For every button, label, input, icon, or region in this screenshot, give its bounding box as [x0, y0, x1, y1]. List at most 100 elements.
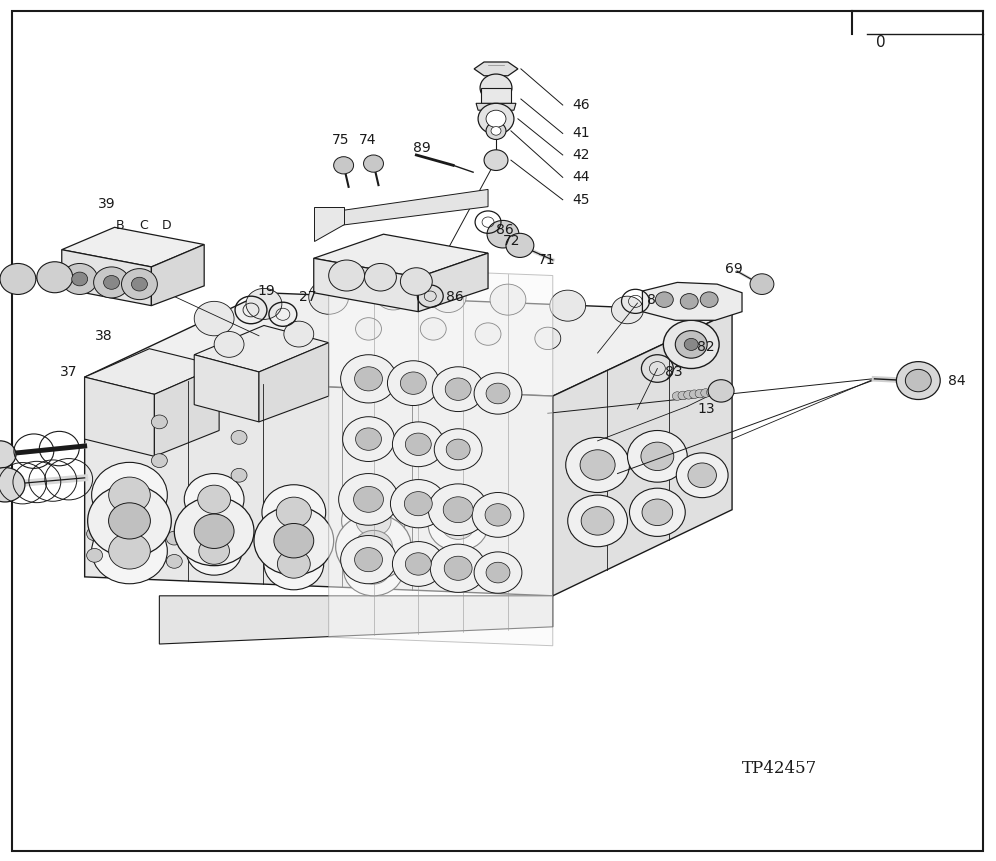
Polygon shape — [62, 250, 151, 306]
Circle shape — [214, 331, 244, 357]
Text: 37: 37 — [60, 365, 78, 379]
Text: 82: 82 — [697, 340, 715, 354]
Circle shape — [284, 321, 314, 347]
Circle shape — [444, 556, 472, 580]
Circle shape — [701, 388, 711, 397]
Circle shape — [231, 430, 247, 444]
Text: 89: 89 — [413, 141, 431, 155]
Polygon shape — [329, 267, 553, 646]
Circle shape — [364, 155, 383, 172]
Circle shape — [688, 463, 716, 487]
Text: 13: 13 — [697, 402, 715, 416]
Circle shape — [109, 477, 150, 513]
Polygon shape — [474, 62, 518, 76]
Circle shape — [430, 282, 466, 313]
Circle shape — [486, 110, 506, 127]
Polygon shape — [553, 312, 732, 596]
Polygon shape — [314, 258, 418, 312]
Circle shape — [343, 417, 394, 461]
Circle shape — [566, 437, 629, 492]
Text: TP42457: TP42457 — [742, 759, 818, 777]
Circle shape — [94, 267, 129, 298]
Circle shape — [0, 441, 16, 468]
Circle shape — [92, 462, 167, 528]
Circle shape — [0, 468, 25, 502]
Circle shape — [684, 338, 698, 350]
Circle shape — [92, 518, 167, 584]
Circle shape — [480, 74, 512, 102]
Circle shape — [905, 369, 931, 392]
Polygon shape — [85, 349, 219, 394]
Circle shape — [487, 220, 519, 248]
Circle shape — [131, 277, 147, 291]
Text: 45: 45 — [573, 193, 591, 207]
Polygon shape — [62, 227, 204, 267]
Circle shape — [122, 269, 157, 300]
Text: 72: 72 — [503, 234, 521, 248]
Circle shape — [612, 296, 643, 324]
Text: 83: 83 — [665, 365, 683, 379]
Text: 38: 38 — [95, 329, 113, 343]
Circle shape — [491, 127, 501, 135]
Circle shape — [390, 480, 446, 528]
Circle shape — [432, 367, 484, 412]
Circle shape — [675, 331, 707, 358]
Circle shape — [695, 389, 705, 398]
Circle shape — [274, 523, 314, 558]
Circle shape — [475, 323, 501, 345]
Circle shape — [712, 387, 722, 396]
Circle shape — [0, 263, 36, 294]
Circle shape — [392, 422, 444, 467]
Circle shape — [663, 320, 719, 369]
Circle shape — [341, 536, 396, 584]
Circle shape — [87, 527, 103, 541]
Circle shape — [400, 268, 432, 295]
Text: 84: 84 — [948, 374, 966, 387]
Text: 86: 86 — [446, 290, 464, 304]
Circle shape — [428, 499, 488, 551]
Polygon shape — [418, 253, 488, 312]
Circle shape — [166, 531, 182, 545]
Circle shape — [109, 533, 150, 569]
Circle shape — [354, 486, 383, 512]
Text: 86: 86 — [496, 223, 514, 237]
Circle shape — [375, 279, 411, 310]
Circle shape — [442, 511, 475, 539]
Text: 8: 8 — [647, 293, 656, 307]
Circle shape — [896, 362, 940, 400]
Polygon shape — [642, 282, 742, 320]
Circle shape — [355, 367, 382, 391]
Circle shape — [355, 530, 392, 563]
Text: 42: 42 — [573, 148, 591, 162]
Text: 19: 19 — [257, 284, 275, 298]
Circle shape — [443, 497, 473, 523]
Text: 75: 75 — [332, 133, 350, 147]
Circle shape — [445, 378, 471, 400]
Circle shape — [356, 318, 381, 340]
Text: D: D — [161, 219, 171, 232]
Circle shape — [336, 514, 411, 579]
Circle shape — [485, 504, 511, 526]
Circle shape — [197, 486, 231, 513]
Circle shape — [341, 355, 396, 403]
Circle shape — [490, 284, 526, 315]
Polygon shape — [194, 355, 259, 422]
Circle shape — [37, 262, 73, 293]
Text: 0: 0 — [876, 34, 886, 50]
Circle shape — [151, 415, 167, 429]
Circle shape — [474, 373, 522, 414]
Circle shape — [627, 430, 687, 482]
Circle shape — [342, 493, 405, 548]
Circle shape — [486, 122, 506, 139]
Polygon shape — [151, 245, 204, 306]
Circle shape — [186, 527, 242, 575]
Circle shape — [334, 157, 354, 174]
Circle shape — [151, 454, 167, 468]
Circle shape — [535, 327, 561, 350]
Circle shape — [72, 272, 88, 286]
Circle shape — [478, 103, 514, 134]
Circle shape — [405, 433, 431, 455]
Text: 27: 27 — [299, 290, 317, 304]
Circle shape — [355, 548, 382, 572]
Circle shape — [329, 260, 365, 291]
